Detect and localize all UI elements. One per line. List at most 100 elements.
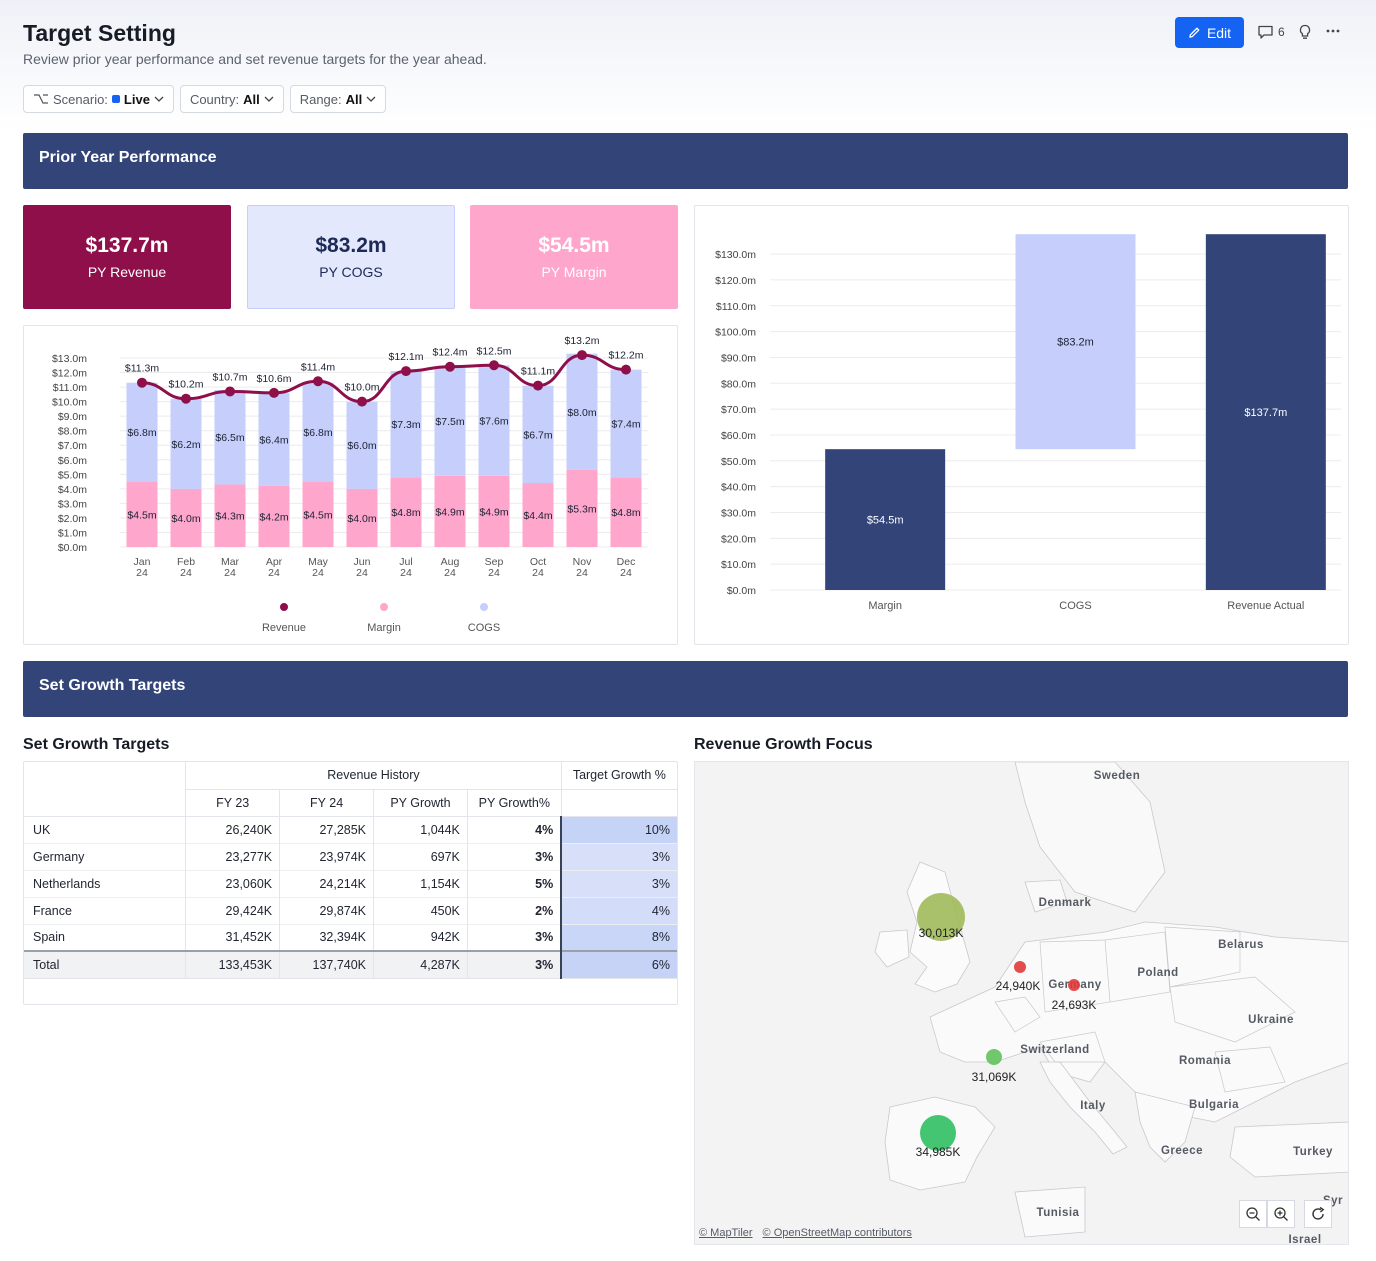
kpi-revenue-value: $137.7m <box>85 234 169 257</box>
live-indicator-icon <box>111 95 120 103</box>
revenue-data-label: $11.3m <box>125 363 159 375</box>
py-growth-cell: 942K <box>373 924 468 951</box>
target-growth-cell[interactable]: 10% <box>560 816 677 843</box>
zoom-out-button[interactable] <box>1239 1200 1267 1228</box>
legend-marker-margin <box>380 603 388 611</box>
revenue-point <box>181 393 191 404</box>
cogs-bar <box>478 365 510 476</box>
waterfall-bar-0 <box>825 449 946 590</box>
x-tick-label-year: 24 <box>576 567 588 579</box>
x-tick-label-year: 24 <box>620 567 632 579</box>
table-row: France 29,424K 29,874K 450K 2% 4% <box>24 897 677 924</box>
legend-label-revenue: Revenue <box>262 622 306 634</box>
fy24-cell: 23,974K <box>279 843 375 870</box>
kpi-cogs-label: PY COGS <box>319 264 383 280</box>
table-row: Netherlands 23,060K 24,214K 1,154K 5% 3% <box>24 870 677 897</box>
scenario-icon <box>34 94 48 104</box>
country-label: Israel <box>1288 1234 1321 1245</box>
fy23-cell: 26,240K <box>185 816 281 843</box>
bubble-marker <box>986 1049 1002 1065</box>
scenario-filter[interactable]: Scenario: Live <box>23 85 174 113</box>
country-label: Denmark <box>1039 897 1092 909</box>
maptiler-link[interactable]: © MapTiler <box>699 1227 753 1239</box>
range-filter[interactable]: Range: All <box>289 85 387 113</box>
kpi-cogs-value: $83.2m <box>315 234 387 257</box>
target-growth-cell[interactable]: 4% <box>560 897 677 924</box>
country-filter[interactable]: Country: All <box>179 85 284 113</box>
edit-label: Edit <box>1206 24 1232 41</box>
y-tick-label: $12.0m <box>52 368 87 380</box>
map-attribution: © MapTiler © OpenStreetMap contributors <box>699 1227 912 1239</box>
margin-data-label: $4.8m <box>391 507 420 519</box>
revenue-data-label: $10.0m <box>344 382 379 394</box>
insights-button[interactable] <box>1298 24 1312 41</box>
x-tick-label-year: 24 <box>136 567 148 579</box>
x-tick-label: COGS <box>1059 600 1091 612</box>
x-tick-label-year: 24 <box>488 567 500 579</box>
target-growth-cell[interactable]: 8% <box>560 924 677 951</box>
cogs-bar <box>610 369 642 478</box>
x-tick-label-year: 24 <box>356 567 368 579</box>
country-label: Italy <box>1080 1100 1106 1112</box>
x-tick-label-year: 24 <box>224 567 236 579</box>
zoom-out-icon <box>1246 1207 1260 1221</box>
comment-icon <box>1258 25 1273 39</box>
margin-data-label: $4.9m <box>435 506 464 518</box>
y-tick-label: $130.0m <box>715 249 756 261</box>
x-tick-label-month: Jun <box>354 556 371 568</box>
revenue-map[interactable]: SwedenDenmarkBelarusPolandGermanyUkraine… <box>694 761 1349 1245</box>
x-tick-label-month: Oct <box>530 556 546 568</box>
range-filter-label: Range: <box>299 91 342 107</box>
cogs-data-label: $7.5m <box>435 416 464 428</box>
target-growth-cell[interactable]: 3% <box>560 843 677 870</box>
comments-button[interactable]: 6 <box>1257 24 1285 40</box>
growth-table: Revenue History Target Growth % FY 23 FY… <box>24 762 677 979</box>
py-growth-cell: 697K <box>373 843 468 870</box>
cogs-data-label: $6.4m <box>259 434 288 446</box>
zoom-in-button[interactable] <box>1267 1200 1295 1228</box>
bubble-marker <box>1068 979 1080 991</box>
fy23-cell: 31,452K <box>185 924 281 951</box>
waterfall-chart: $130.0m $120.0m $110.0m $100.0m $90.0m $80.0m… <box>715 234 1341 612</box>
bubble-label: 31,069K <box>972 1070 1017 1084</box>
cogs-bar <box>566 353 598 470</box>
y-tick-label: $3.0m <box>58 498 87 510</box>
x-tick-label-month: Mar <box>221 556 240 568</box>
target-growth-cell[interactable]: 6% <box>560 951 677 978</box>
cogs-bar <box>346 401 378 489</box>
more-options-button[interactable] <box>1326 24 1340 38</box>
edit-button[interactable]: Edit <box>1175 17 1244 48</box>
cogs-data-label: $6.2m <box>171 439 200 451</box>
y-tick-label: $2.0m <box>58 513 87 525</box>
x-tick-label-year: 24 <box>268 567 280 579</box>
margin-bar <box>170 488 202 547</box>
prior-year-banner: Prior Year Performance <box>23 133 1348 189</box>
osm-link[interactable]: © OpenStreetMap contributors <box>762 1227 912 1239</box>
revenue-data-label: $11.1m <box>521 366 555 378</box>
page-subtitle: Review prior year performance and set re… <box>23 51 487 67</box>
y-tick-label: $7.0m <box>58 440 87 452</box>
country-filter-value: All <box>243 91 260 107</box>
x-tick-label-month: Sep <box>485 556 504 568</box>
country-label: Turkey <box>1293 1146 1333 1158</box>
revenue-point <box>445 361 455 372</box>
col-fy24: FY 24 <box>279 789 375 816</box>
revenue-point <box>621 364 631 375</box>
cogs-bar <box>434 366 466 476</box>
revenue-point <box>401 366 411 377</box>
reset-view-button[interactable] <box>1304 1200 1332 1228</box>
margin-bar <box>522 483 554 547</box>
bubble-marker <box>1014 961 1026 973</box>
target-growth-cell[interactable]: 3% <box>560 870 677 897</box>
fy24-cell: 32,394K <box>279 924 375 951</box>
y-tick-label: $40.0m <box>721 482 756 494</box>
cogs-data-label: $6.8m <box>127 427 156 439</box>
y-tick-label: $60.0m <box>721 430 756 442</box>
revenue-data-label: $12.5m <box>476 345 511 357</box>
margin-bar <box>478 475 510 547</box>
map-canvas[interactable]: SwedenDenmarkBelarusPolandGermanyUkraine… <box>695 762 1349 1245</box>
chevron-down-icon <box>366 96 376 102</box>
py-growth-pct-cell: 3% <box>467 843 562 870</box>
kpi-margin-value: $54.5m <box>538 234 610 257</box>
cogs-bar <box>126 382 158 482</box>
